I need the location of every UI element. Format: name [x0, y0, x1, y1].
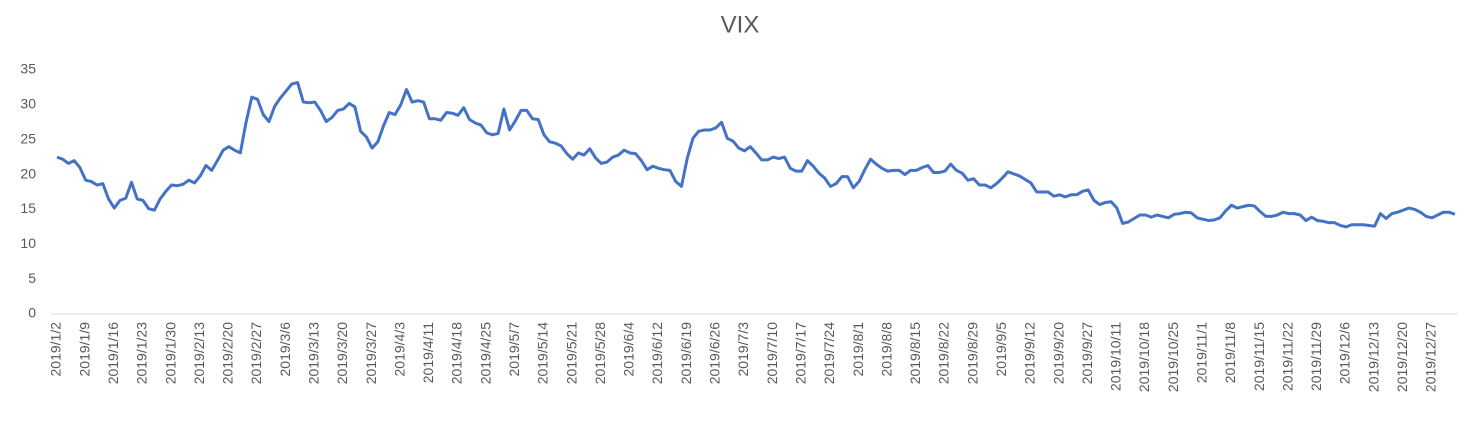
y-tick-label: 20: [20, 165, 36, 181]
x-tick-label: 2019/9/12: [1022, 322, 1038, 384]
y-tick-label: 10: [20, 235, 36, 251]
x-tick-label: 2019/5/28: [592, 322, 608, 384]
x-tick-label: 2019/12/20: [1394, 322, 1410, 392]
x-tick-label: 2019/8/22: [936, 322, 952, 384]
x-tick-label: 2019/1/9: [76, 322, 92, 377]
x-tick-label: 2019/7/24: [821, 322, 837, 384]
y-tick-label: 25: [20, 130, 36, 146]
x-tick-label: 2019/9/20: [1050, 322, 1066, 384]
x-tick-label: 2019/3/6: [277, 322, 293, 377]
x-tick-label: 2019/11/22: [1279, 322, 1295, 391]
y-tick-label: 5: [28, 270, 36, 286]
x-tick-label: 2019/11/8: [1222, 322, 1238, 383]
y-tick-label: 30: [20, 96, 36, 112]
x-tick-label: 2019/12/6: [1337, 322, 1353, 384]
y-tick-label: 0: [28, 305, 36, 321]
x-tick-label: 2019/1/2: [48, 322, 64, 377]
x-tick-label: 2019/3/27: [363, 322, 379, 384]
y-tick-label: 35: [20, 61, 36, 77]
x-tick-label: 2019/6/19: [678, 322, 694, 384]
x-tick-label: 2019/2/13: [191, 322, 207, 384]
x-tick-label: 2019/7/17: [792, 322, 808, 384]
x-tick-label: 2019/3/13: [306, 322, 322, 384]
x-tick-label: 2019/5/7: [506, 322, 522, 377]
x-tick-label: 2019/2/20: [220, 322, 236, 384]
x-tick-label: 2019/5/21: [563, 322, 579, 384]
x-tick-label: 2019/4/3: [391, 322, 407, 377]
x-tick-label: 2019/4/18: [449, 322, 465, 384]
x-tick-label: 2019/4/11: [420, 322, 436, 383]
x-tick-label: 2019/8/29: [964, 322, 980, 384]
x-tick-label: 2019/8/15: [907, 322, 923, 384]
x-tick-label: 2019/2/27: [248, 322, 264, 384]
x-tick-label: 2019/10/18: [1136, 322, 1152, 392]
chart-title: VIX: [721, 11, 760, 38]
x-tick-label: 2019/4/25: [477, 322, 493, 384]
x-tick-label: 2019/6/4: [621, 322, 637, 377]
x-tick-label: 2019/9/5: [993, 322, 1009, 377]
x-tick-label: 2019/12/13: [1365, 322, 1381, 392]
x-tick-label: 2019/6/12: [649, 322, 665, 384]
x-tick-label: 2019/11/1: [1194, 322, 1210, 383]
x-tick-label: 2019/3/20: [334, 322, 350, 384]
x-tick-label: 2019/1/30: [162, 322, 178, 384]
x-tick-label: 2019/11/29: [1308, 322, 1324, 391]
series-line: [56, 81, 1456, 229]
x-tick-label: 2019/9/27: [1079, 322, 1095, 384]
x-tick-label: 2019/1/23: [134, 322, 150, 384]
x-tick-label: 2019/10/25: [1165, 322, 1181, 392]
x-tick-label: 2019/12/27: [1423, 322, 1439, 392]
x-tick-label: 2019/1/16: [105, 322, 121, 384]
x-tick-label: 2019/7/3: [735, 322, 751, 377]
y-tick-label: 15: [20, 200, 36, 216]
x-tick-label: 2019/8/8: [878, 322, 894, 377]
x-tick-label: 2019/8/1: [850, 322, 866, 377]
x-tick-label: 2019/7/10: [764, 322, 780, 384]
x-tick-label: 2019/11/15: [1251, 322, 1267, 391]
x-tick-label: 2019/6/26: [707, 322, 723, 384]
x-tick-label: 2019/5/14: [535, 322, 551, 384]
x-tick-label: 2019/10/11: [1108, 322, 1124, 391]
